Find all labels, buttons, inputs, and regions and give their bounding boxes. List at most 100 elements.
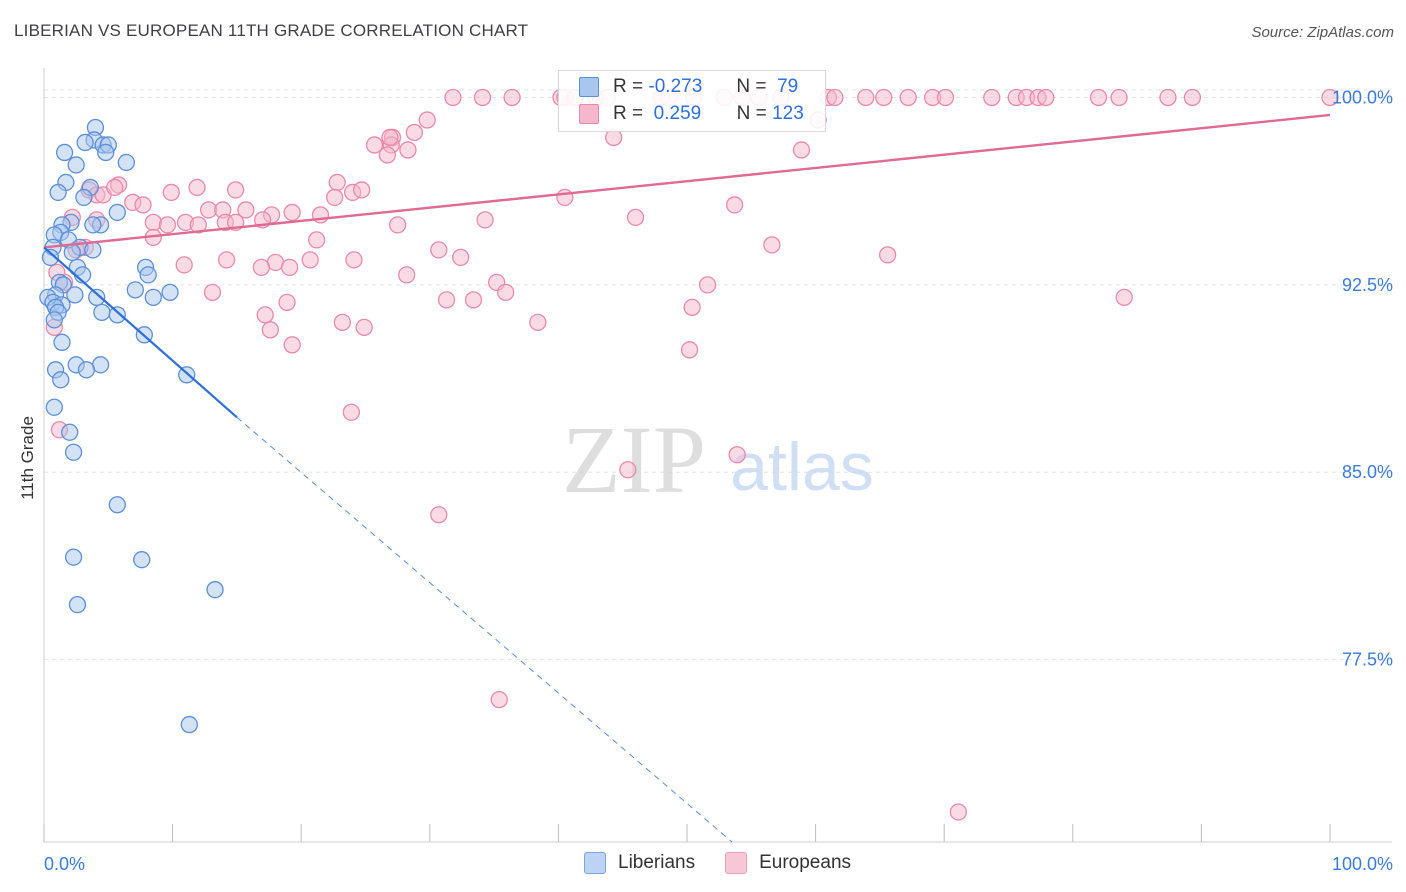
liberians-point (84, 216, 102, 234)
liberians-point (68, 596, 87, 614)
europeans-point (1037, 88, 1055, 107)
watermark-zip: ZIP (562, 406, 706, 513)
legend-label-europeans: Europeans (759, 852, 852, 873)
europeans-point (899, 88, 917, 107)
liberians-point (41, 248, 60, 267)
europeans-point (473, 88, 492, 107)
europeans-point (365, 136, 384, 154)
liberians-point (55, 143, 74, 162)
liberians-point (108, 203, 126, 222)
liberians-trend-extension (236, 416, 733, 843)
y-tick-labels: 100.0% 92.5% 85.0% 77.5% (1332, 87, 1393, 669)
legend-item-liberians[interactable]: Liberians (584, 852, 695, 874)
europeans-point (1110, 88, 1128, 107)
europeans-point (399, 141, 417, 159)
y-tick-label: 100.0% (1332, 87, 1393, 107)
r-label: R = (613, 103, 644, 124)
europeans-point (355, 318, 373, 336)
liberians-point (84, 241, 102, 259)
n-label: N = (736, 103, 767, 124)
europeans-point (283, 336, 301, 354)
europeans-point (1183, 88, 1202, 107)
europeans-point (189, 216, 207, 234)
europeans-point (452, 248, 470, 267)
europeans-point (283, 203, 301, 222)
liberians-point (126, 281, 144, 299)
liberians-point (53, 333, 71, 351)
europeans-point (949, 803, 967, 821)
europeans-point (352, 181, 371, 199)
axes (43, 68, 1392, 843)
source-label: Source: ZipAtlas.com (1251, 24, 1394, 41)
europeans-point (237, 201, 255, 219)
liberians-point (139, 266, 157, 284)
europeans-point (418, 111, 436, 129)
europeans-point (256, 306, 274, 324)
europeans-point (1115, 288, 1133, 307)
liberians-point (66, 286, 84, 304)
europeans-point (680, 341, 699, 359)
liberians-point (64, 443, 83, 461)
europeans-point (1159, 88, 1177, 107)
liberians-trend-line (43, 246, 238, 419)
liberians-point (76, 133, 94, 152)
trend-lines (43, 113, 1331, 843)
europeans-point (261, 321, 279, 339)
europeans-point (333, 313, 352, 331)
liberians-point (75, 188, 93, 207)
europeans-point (683, 298, 701, 317)
grid-lines (44, 89, 1392, 661)
europeans-point (698, 276, 717, 294)
liberians-point (108, 306, 126, 324)
liberians-point (88, 288, 106, 307)
n-value: 79 (777, 76, 799, 97)
europeans-point (430, 506, 448, 524)
europeans-trend-line (43, 113, 1331, 249)
liberians-points (39, 118, 224, 734)
r-label: R = (613, 76, 644, 97)
europeans-point (301, 251, 319, 269)
europeans-point (226, 181, 245, 199)
europeans-point (983, 88, 1001, 107)
liberians-point (206, 581, 224, 599)
europeans-point (878, 246, 897, 264)
liberians-point (144, 288, 162, 307)
series-legend: Liberians Europeans (584, 852, 881, 874)
legend-row-liberians: R = -0.273 N = 79 (579, 74, 798, 100)
europeans-point (175, 256, 193, 274)
watermark-atlas: atlas (730, 429, 874, 505)
europeans-point (619, 461, 637, 479)
europeans-point (476, 211, 494, 229)
europeans-point (1089, 88, 1108, 107)
liberians-point (108, 496, 126, 514)
europeans-point (217, 251, 236, 269)
europeans-point (307, 231, 326, 249)
europeans-point (325, 188, 344, 207)
liberians-point (45, 311, 63, 329)
europeans-point (1321, 88, 1339, 107)
europeans-legend-swatch (725, 852, 748, 874)
europeans-swatch (579, 104, 599, 124)
legend-item-europeans[interactable]: Europeans (725, 852, 851, 874)
europeans-point (278, 293, 296, 312)
r-value: 0.259 (653, 103, 702, 124)
europeans-point (826, 88, 844, 107)
europeans-point (203, 283, 222, 302)
europeans-point (556, 188, 574, 207)
europeans-point (381, 128, 399, 147)
europeans-point (430, 241, 448, 259)
liberians-point (93, 303, 111, 321)
liberians-point (180, 715, 198, 734)
europeans-point (763, 236, 781, 254)
liberians-point (64, 548, 83, 566)
y-tick-label: 92.5% (1342, 275, 1393, 295)
europeans-point (252, 258, 270, 277)
europeans-point (134, 196, 152, 214)
europeans-point (444, 88, 462, 107)
x-tick-label-max: 100.0% (1332, 854, 1393, 874)
liberians-legend-swatch (584, 852, 606, 874)
europeans-point (936, 88, 955, 107)
europeans-point (328, 173, 346, 192)
liberians-point (133, 551, 151, 569)
liberians-point (61, 423, 79, 441)
